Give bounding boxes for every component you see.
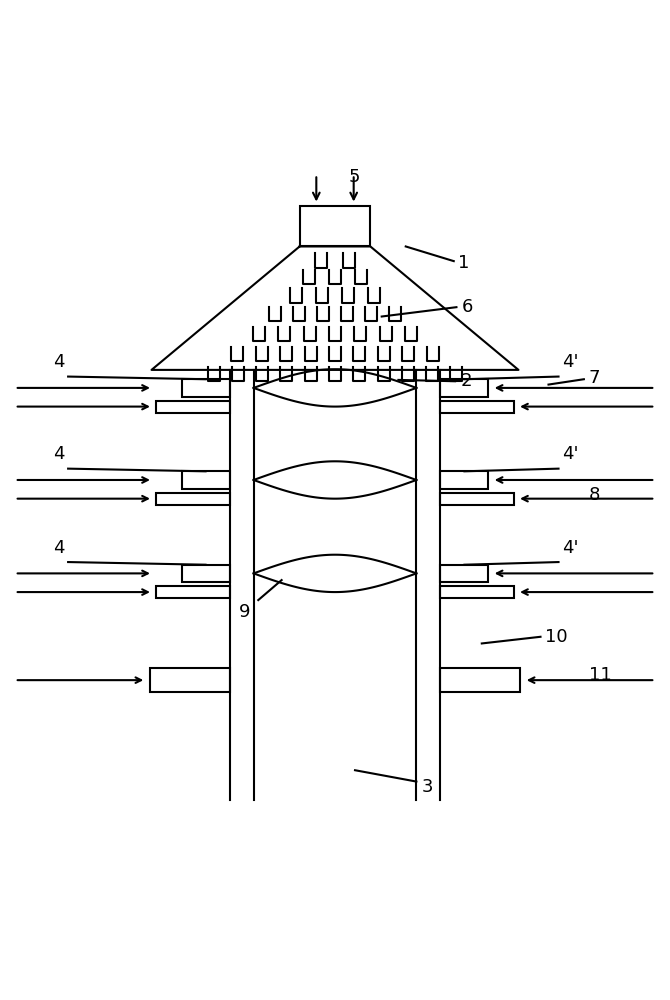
Bar: [156, 493, 230, 505]
Text: 4': 4': [562, 353, 578, 371]
Text: 3: 3: [421, 778, 433, 796]
Text: 6: 6: [462, 298, 473, 316]
Text: 5: 5: [348, 168, 360, 186]
Text: 4': 4': [562, 445, 578, 463]
Bar: [440, 668, 521, 692]
Text: 10: 10: [545, 628, 567, 646]
Text: 4: 4: [54, 445, 65, 463]
Bar: [182, 379, 230, 397]
Bar: [182, 471, 230, 489]
Bar: [440, 586, 514, 598]
Bar: [440, 471, 488, 489]
Text: 4: 4: [54, 539, 65, 557]
Text: 8: 8: [588, 486, 600, 504]
Bar: [149, 668, 230, 692]
Bar: [156, 586, 230, 598]
Text: 4': 4': [562, 539, 578, 557]
Bar: [440, 565, 488, 582]
Text: 7: 7: [588, 369, 600, 387]
Bar: [182, 565, 230, 582]
Text: 4: 4: [54, 353, 65, 371]
Text: 11: 11: [588, 666, 611, 684]
Text: 9: 9: [239, 603, 251, 621]
Bar: [440, 379, 488, 397]
Bar: [299, 206, 371, 246]
Text: 2: 2: [460, 372, 472, 390]
Bar: [440, 401, 514, 413]
Bar: [156, 401, 230, 413]
Bar: [440, 493, 514, 505]
Text: 1: 1: [458, 254, 470, 272]
